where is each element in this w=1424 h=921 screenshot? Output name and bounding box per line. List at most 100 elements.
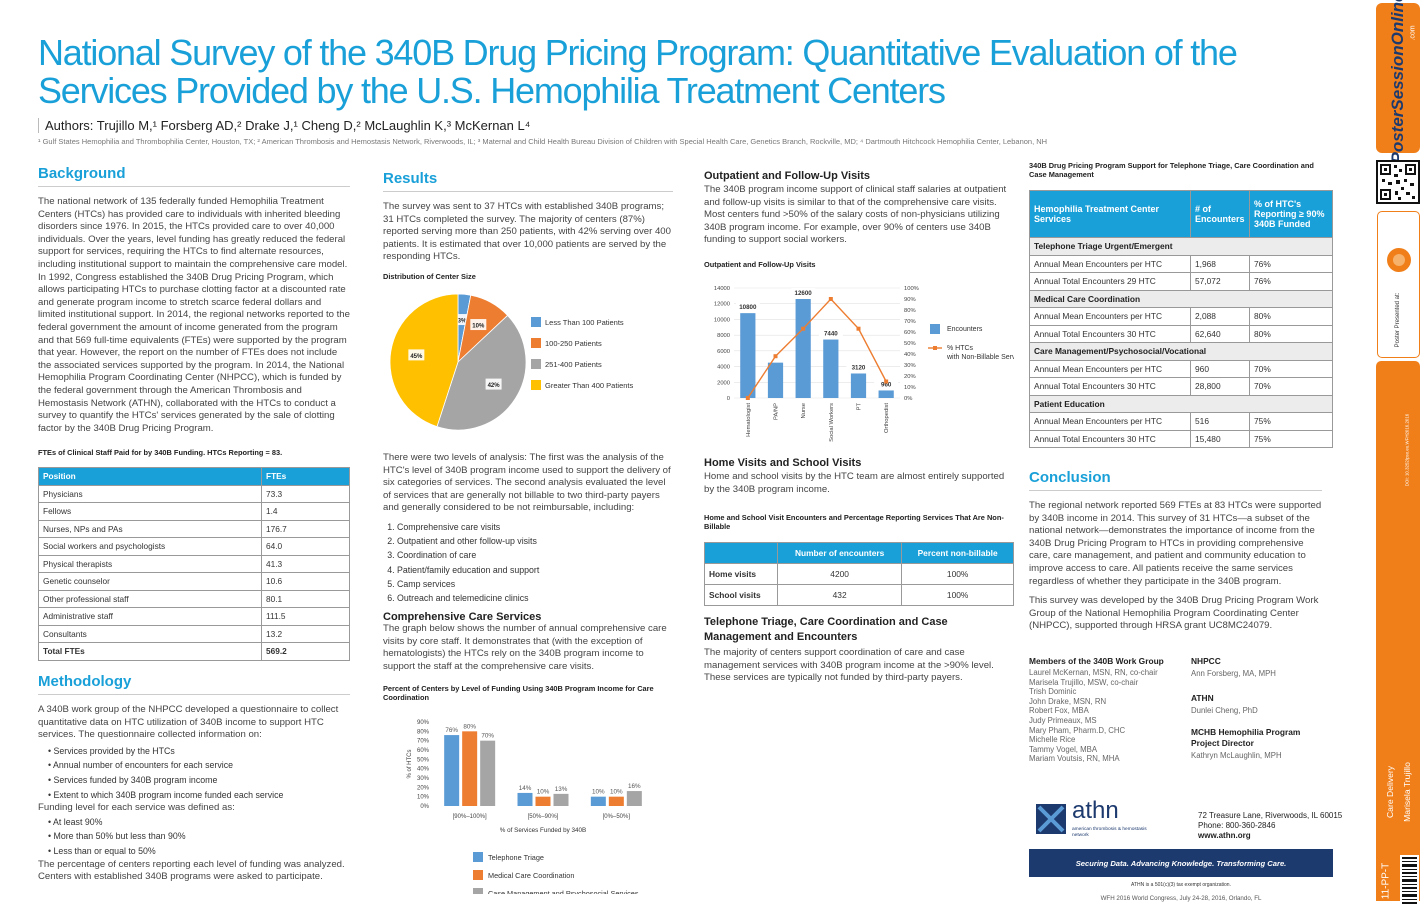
table-cell: School visits bbox=[704, 584, 778, 606]
x-tick-label: [90%–100%] bbox=[453, 814, 487, 820]
methodology-closing: The percentage of centers reporting each… bbox=[38, 858, 345, 883]
table-cell: 28,800 bbox=[1190, 377, 1250, 396]
bar-data-label: 80% bbox=[463, 723, 476, 730]
table-row: Annual Mean Encounters per HTC 960 70% bbox=[1029, 359, 1333, 378]
bar-0 bbox=[517, 792, 533, 806]
bar-encounters bbox=[767, 362, 784, 398]
member-name: Michelle Rice bbox=[1029, 735, 1076, 745]
tt-table-header: Hemophilia Treatment Center Services # o… bbox=[1029, 190, 1333, 238]
affiliations: ¹ Gulf States Hemophilia and Thrombophil… bbox=[38, 137, 1048, 146]
table-cell: 73.3 bbox=[261, 484, 350, 503]
members-list: Laurel McKernan, MSN, RN, co-chair Marise… bbox=[1029, 668, 1179, 764]
legend-swatch bbox=[531, 317, 541, 327]
results-intro: The survey was sent to 37 HTCs with esta… bbox=[383, 201, 671, 263]
poster-title: National Survey of the 340B Drug Pricing… bbox=[38, 32, 1238, 111]
funding-levels: At least 90% More than 50% but less than… bbox=[38, 815, 350, 859]
legend-swatch bbox=[473, 852, 483, 862]
home-col-encounters: Number of encounters bbox=[776, 542, 903, 564]
outpatient-text: The 340B program income support of clini… bbox=[704, 184, 1007, 246]
qr-code-icon bbox=[1378, 162, 1418, 202]
y2-tick-label: 60% bbox=[904, 330, 916, 336]
bar-label-box bbox=[874, 379, 899, 389]
legend-label: Less Than 100 Patients bbox=[545, 318, 624, 327]
y2-tick-label: 30% bbox=[904, 363, 916, 369]
list-item: Patient/family education and support bbox=[397, 563, 673, 577]
bar-2 bbox=[480, 740, 496, 806]
conclusion-text-2: This survey was developed by the 340B Dr… bbox=[1029, 595, 1319, 632]
y-tick-label: 30% bbox=[417, 776, 430, 782]
telephone-section: Telephone Triage, Care Coordination and … bbox=[704, 615, 1009, 685]
list-item: At least 90% bbox=[48, 815, 350, 830]
table-cell: Annual Total Encounters 30 HTC bbox=[1029, 429, 1191, 448]
table-row: Nurses, NPs and PAs 176.7 bbox=[38, 519, 350, 538]
legend-swatch bbox=[473, 870, 483, 880]
bar-encounters bbox=[795, 299, 811, 398]
table-cell: Physical therapists bbox=[38, 554, 262, 573]
y2-tick-label: 90% bbox=[904, 297, 916, 303]
bar-data-label: 960 bbox=[881, 381, 892, 388]
members-heading: Members of the 340B Work Group bbox=[1029, 656, 1164, 666]
qr-code[interactable] bbox=[1376, 160, 1420, 204]
table-cell: Nurses, NPs and PAs bbox=[38, 519, 262, 538]
y2-tick-label: 70% bbox=[904, 319, 916, 325]
bar-label-box bbox=[735, 302, 760, 312]
legend-label: Encounters bbox=[947, 326, 983, 333]
x-axis-label: % of Services Funded by 340B bbox=[500, 827, 586, 834]
table-row: Social workers and psychologists 64.0 bbox=[38, 537, 350, 556]
address-block: 72 Treasure Lane, Riverwoods, IL 60015 P… bbox=[1198, 811, 1342, 841]
table-cell: 75% bbox=[1249, 429, 1333, 448]
bar-0 bbox=[444, 735, 460, 806]
nonprofit-note: ATHN is a 501(c)(3) tax exempt organizat… bbox=[1131, 882, 1231, 888]
x-tick-label: Hematologist bbox=[746, 403, 752, 437]
list-item: Outpatient and other follow-up visits bbox=[397, 534, 673, 548]
home-table-header: Number of encounters Percent non-billabl… bbox=[704, 542, 1014, 564]
table-cell: Annual Total Encounters 30 HTC bbox=[1029, 377, 1191, 396]
pie-label-box bbox=[485, 378, 502, 390]
table-row: Annual Total Encounters 30 HTC 62,640 80% bbox=[1029, 324, 1333, 343]
tt-col-percent: % of HTC's Reporting ≥ 90% 340B Funded bbox=[1249, 190, 1333, 238]
member-name: Robert Fox, MBA bbox=[1029, 706, 1089, 716]
table-cell: 960 bbox=[1190, 359, 1250, 378]
x-tick-label: [0%–50%] bbox=[603, 814, 631, 820]
nhpcc-name: Ann Forsberg, MA, MPH bbox=[1191, 669, 1276, 678]
outpatient-section: Outpatient and Follow-Up Visits The 340B… bbox=[704, 170, 1009, 247]
table-row: School visits 432 100% bbox=[704, 584, 1014, 606]
y-tick-label: 80% bbox=[417, 729, 430, 735]
y-axis-label: % of HTCs bbox=[407, 749, 413, 778]
y-tick-label: 40% bbox=[417, 767, 430, 773]
pie-label-box bbox=[453, 314, 470, 326]
list-item: Annual number of encounters for each ser… bbox=[48, 758, 350, 773]
bar-1 bbox=[535, 796, 551, 806]
home-col-percent: Percent non-billable bbox=[901, 542, 1014, 564]
bar-data-label: 7440 bbox=[824, 331, 838, 338]
athn-logo-text: athn bbox=[1072, 797, 1119, 824]
table-row: Physical therapists 41.3 bbox=[38, 554, 350, 573]
table-cell: Home visits bbox=[704, 563, 778, 585]
table-cell: 80.1 bbox=[261, 589, 350, 608]
y-tick-label: 0% bbox=[420, 804, 429, 810]
bar-data-label: 13% bbox=[555, 786, 568, 793]
fte-table-caption: FTEs of Clinical Staff Paid for by 340B … bbox=[38, 448, 283, 457]
table-group-row: Care Management/Psychosocial/Vocational bbox=[1029, 342, 1333, 361]
table-cell: Annual Mean Encounters per HTC bbox=[1029, 254, 1191, 273]
fte-table-header: Position FTEs bbox=[38, 467, 350, 486]
fte-total-value: 569.2 bbox=[261, 642, 350, 661]
table-cell: 2,088 bbox=[1190, 307, 1250, 326]
list-item: Outreach and telemedicine clinics bbox=[397, 591, 673, 605]
home-visits-section: Home Visits and School Visits Home and s… bbox=[704, 457, 1009, 496]
address-line-2: Phone: 800-360-2846 bbox=[1198, 821, 1276, 830]
table-cell: 15,480 bbox=[1190, 429, 1250, 448]
results-heading: Results bbox=[383, 170, 673, 192]
x-tick-label: Social Workers bbox=[829, 403, 835, 442]
x-tick-label: PT bbox=[857, 403, 863, 411]
list-item: Camp services bbox=[397, 577, 673, 591]
table-row: Annual Total Encounters 29 HTC 57,072 76% bbox=[1029, 272, 1333, 291]
legend-label: Case Management and Psychosocial Service… bbox=[488, 889, 639, 894]
table-cell: 13.2 bbox=[261, 624, 350, 643]
background-heading: Background bbox=[38, 165, 350, 187]
telephone-text: The majority of centers support coordina… bbox=[704, 647, 994, 684]
bar-data-label: 10% bbox=[610, 789, 623, 796]
member-name: John Drake, MSN, RN bbox=[1029, 696, 1107, 706]
table-cell: 516 bbox=[1190, 412, 1250, 431]
y-tick-label: 0 bbox=[727, 396, 730, 402]
